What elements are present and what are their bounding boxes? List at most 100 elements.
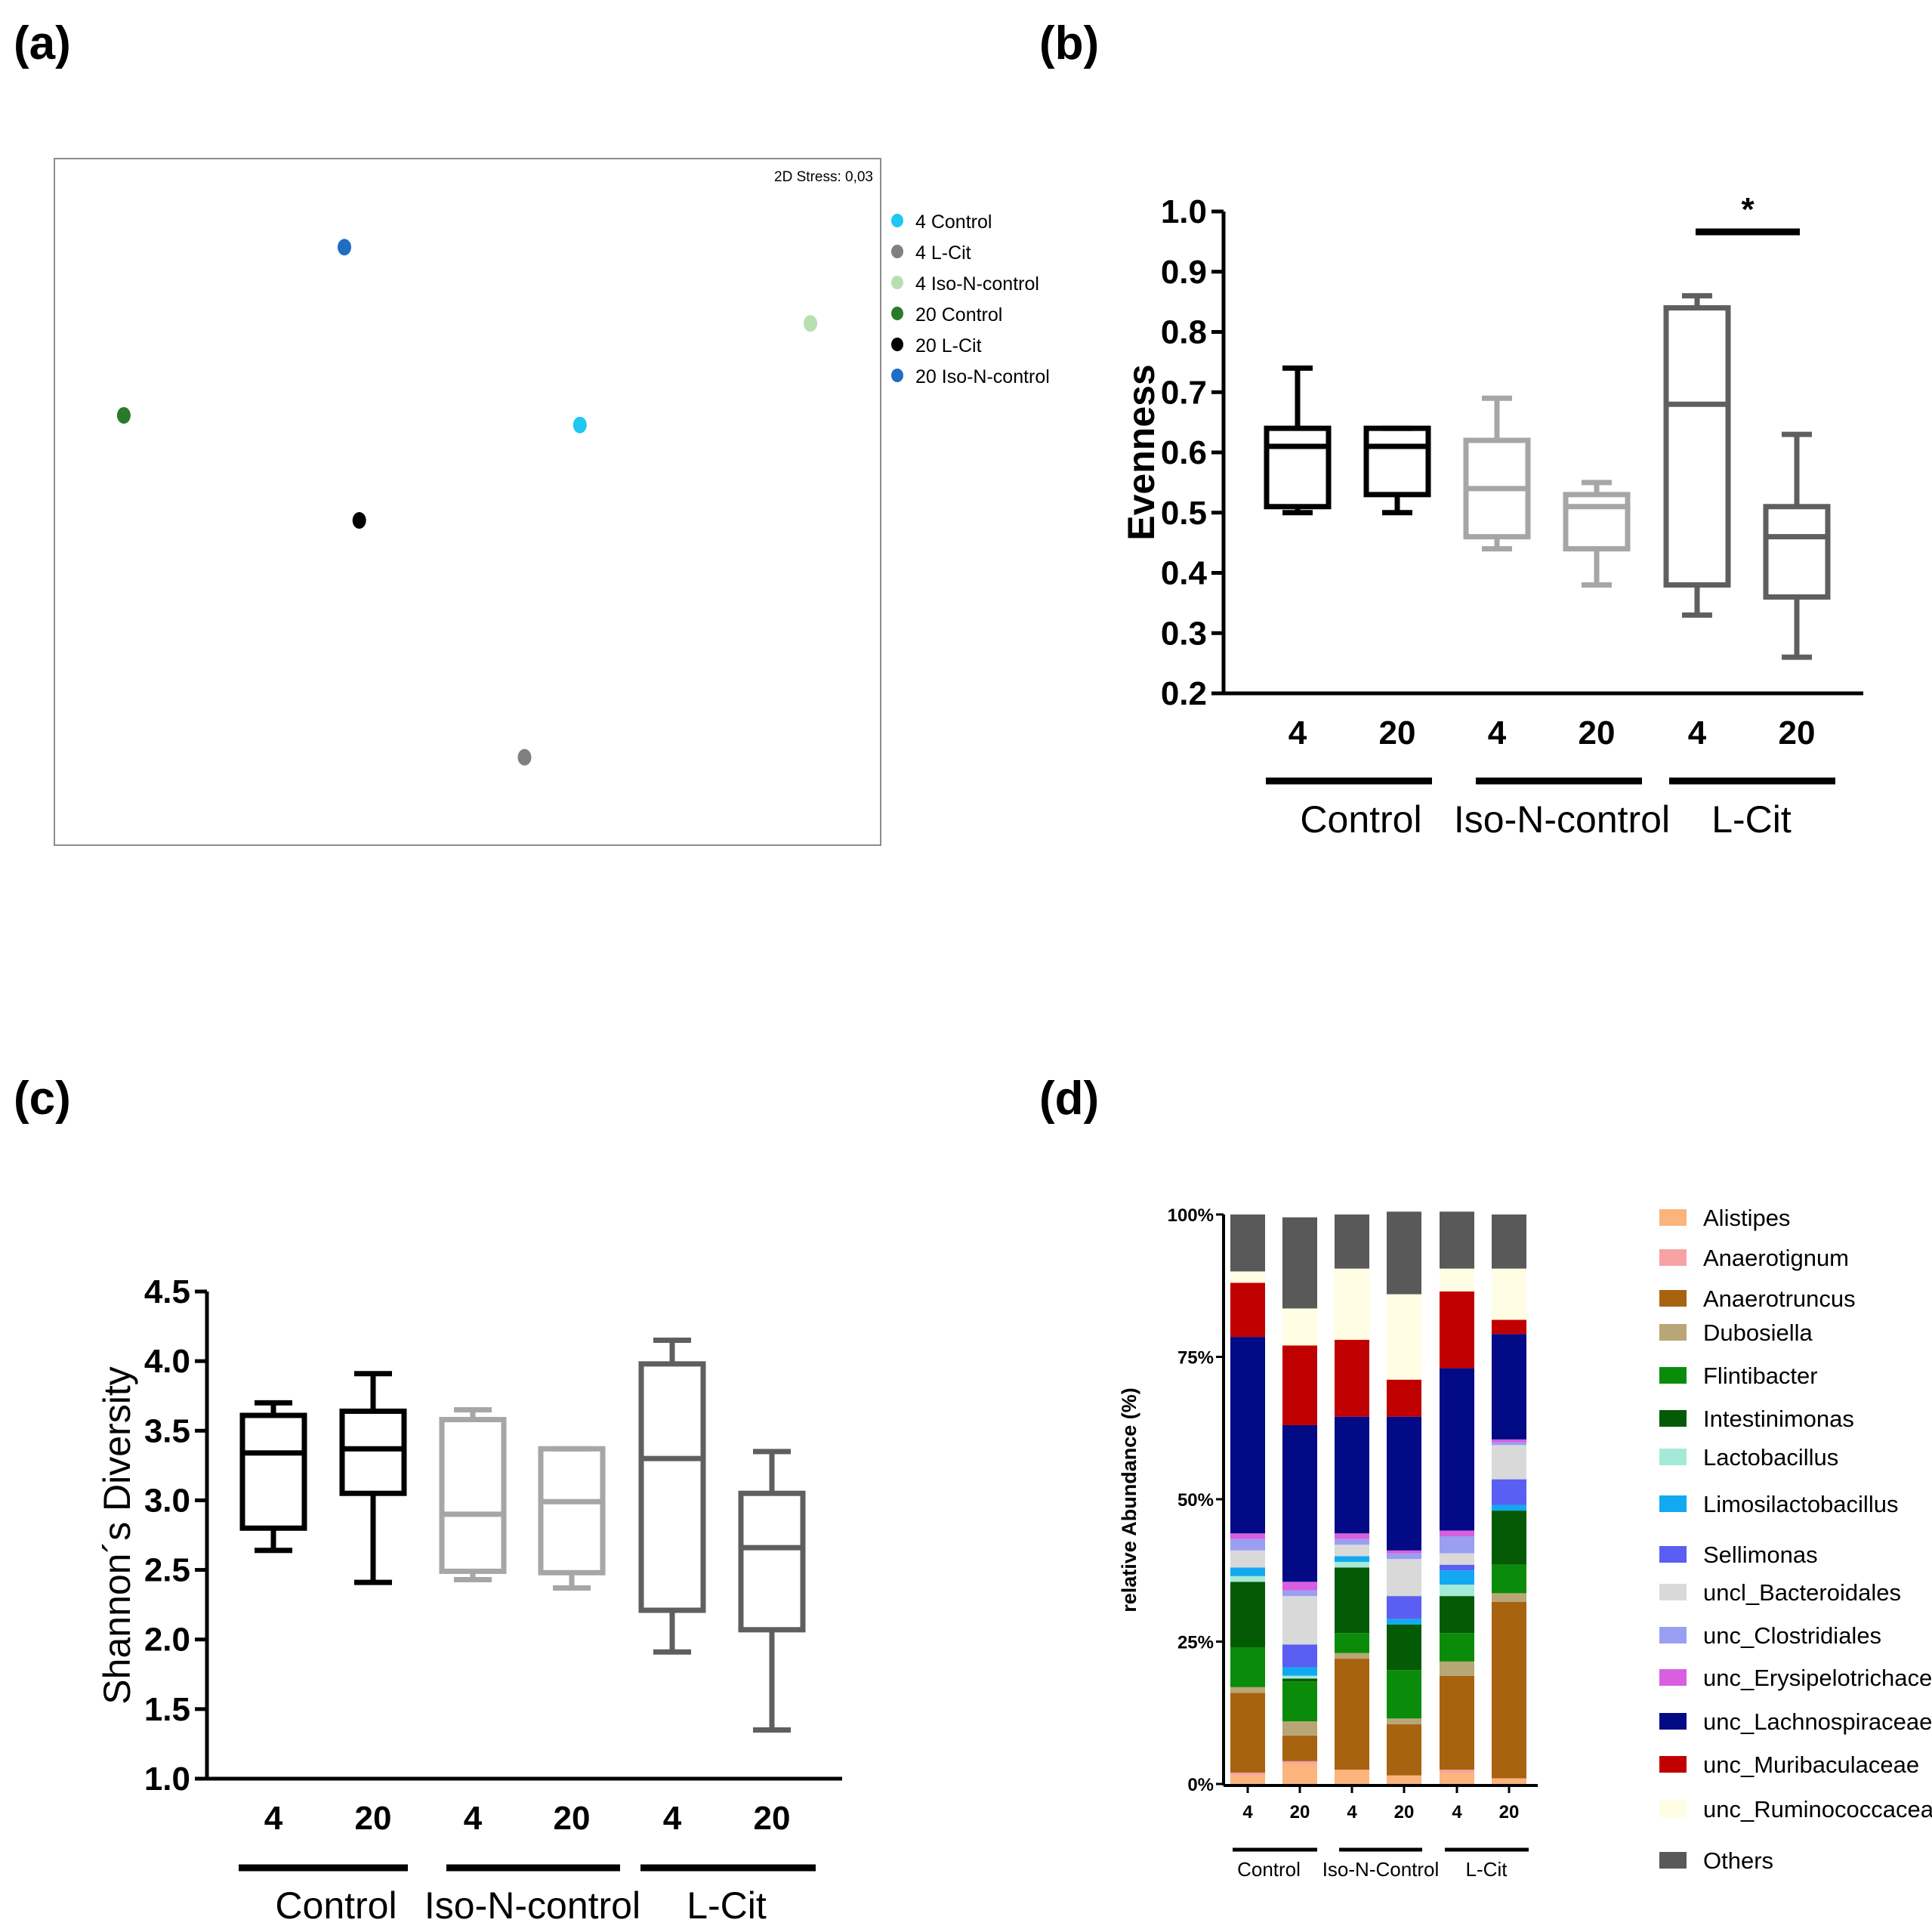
abundance-legend-label: Others: [1703, 1847, 1773, 1874]
abundance-bar-segment: [1335, 1533, 1369, 1539]
box-iqr: [1763, 504, 1831, 600]
abundance-bar-segment: [1230, 1567, 1265, 1576]
abundance-legend-swatch: [1659, 1449, 1687, 1465]
evenness-groups: Control Iso-N-control L-Cit: [1266, 777, 1835, 841]
abundance-bar-segment: [1440, 1570, 1474, 1585]
shannon-y-tick-label: 4.0: [144, 1343, 190, 1380]
abundance-bar-segment: [1230, 1772, 1265, 1776]
box-iqr: [1264, 425, 1332, 510]
evenness-x-tick-label: 20: [1579, 714, 1616, 752]
abundance-bar-segment: [1282, 1217, 1317, 1309]
abundance-bar-segment: [1282, 1424, 1317, 1582]
nmds-legend-marker: [891, 245, 903, 258]
abundance-bar-segment: [1335, 1416, 1369, 1534]
box-iqr: [1663, 305, 1731, 588]
abundance-bar-segment: [1492, 1511, 1526, 1565]
abundance-bar-segment: [1440, 1268, 1474, 1292]
abundance-legend-swatch: [1659, 1324, 1687, 1341]
shannon-y-label: Shannon´s Diversity: [96, 1366, 138, 1704]
evenness-x-tick-label: 4: [1488, 714, 1507, 752]
panel-a-label: (a): [14, 17, 71, 69]
evenness-x-tick-label: 4: [1688, 714, 1707, 752]
abundance-bar-segment: [1335, 1339, 1369, 1417]
abundance-bar-segment: [1282, 1596, 1317, 1645]
shannon-x-tick-label: 20: [355, 1800, 392, 1837]
shannon-x-tick-label: 20: [554, 1800, 591, 1837]
shannon-y-ticks: 1.0 1.5 2.0 2.5 3.0 3.5 4.0 4.5: [144, 1273, 207, 1798]
abundance-bars: [1230, 1211, 1526, 1784]
evenness-x-tick-label: 20: [1379, 714, 1416, 752]
nmds-point: [804, 315, 818, 332]
abundance-bar-segment: [1282, 1667, 1317, 1676]
shannon-x-tick-label: 4: [464, 1800, 483, 1837]
panel-c: (c) Shannon´s Diversity 1.0 1.5 2.0 2.5 3.0 3…: [14, 1072, 842, 1927]
abundance-bar-segment: [1440, 1530, 1474, 1537]
box-iqr: [239, 1412, 307, 1531]
abundance-bar-stack: [1492, 1214, 1526, 1784]
shannon-x-tick-label: 4: [663, 1800, 682, 1837]
abundance-bar-segment: [1335, 1268, 1369, 1340]
abundance-group-label: Iso-N-Control: [1322, 1858, 1440, 1881]
nmds-legend-marker: [891, 338, 903, 351]
shannon-groups: Control Iso-N-control L-Cit: [239, 1864, 816, 1927]
abundance-bar-segment: [1282, 1590, 1317, 1597]
abundance-bar-segment: [1492, 1439, 1526, 1443]
abundance-y-tick-label: 75%: [1177, 1348, 1214, 1369]
box-iqr: [738, 1490, 806, 1633]
nmds-legend: 4 Control 4 L-Cit 4 Iso-N-control 20 Contro…: [891, 211, 1050, 387]
abundance-groups: Control Iso-N-Control L-Cit: [1233, 1847, 1529, 1881]
abundance-bar-segment: [1492, 1593, 1526, 1602]
abundance-bar-stack: [1335, 1214, 1369, 1784]
abundance-legend-swatch: [1659, 1584, 1687, 1600]
abundance-bar-stack: [1387, 1211, 1421, 1784]
shannon-box: [439, 1407, 507, 1582]
abundance-bar-segment: [1230, 1533, 1265, 1539]
abundance-bar-segment: [1282, 1681, 1317, 1722]
evenness-y-tick-label: 0.4: [1161, 555, 1208, 592]
abundance-bar-segment: [1440, 1368, 1474, 1531]
nmds-legend-marker: [891, 276, 903, 289]
abundance-bar-segment: [1387, 1619, 1421, 1625]
evenness-x-tick-label: 20: [1779, 714, 1816, 752]
evenness-y-tick-label: 0.7: [1161, 374, 1207, 411]
box-iqr: [538, 1446, 606, 1576]
abundance-legend-label: unc_Ruminococcacea: [1703, 1796, 1932, 1822]
abundance-bar-stack: [1440, 1211, 1474, 1784]
abundance-bar-segment: [1440, 1553, 1474, 1565]
shannon-boxes: [239, 1338, 806, 1733]
abundance-bar-segment: [1440, 1772, 1474, 1784]
abundance-y-tick-label: 50%: [1177, 1490, 1214, 1511]
panel-c-label: (c): [14, 1072, 71, 1125]
nmds-points: [116, 239, 818, 766]
abundance-bar-segment: [1387, 1294, 1421, 1380]
shannon-group-label: L-Cit: [687, 1884, 767, 1927]
abundance-legend-label: unc_Erysipelotrichace: [1703, 1665, 1932, 1691]
evenness-y-tick-label: 0.3: [1161, 615, 1207, 652]
abundance-legend-swatch: [1659, 1546, 1687, 1563]
abundance-bar-segment: [1282, 1761, 1317, 1764]
abundance-bar-segment: [1492, 1214, 1526, 1269]
abundance-x-tick-label: 20: [1394, 1802, 1415, 1822]
significance-star: *: [1741, 191, 1755, 228]
shannon-box: [538, 1446, 606, 1591]
shannon-y-tick-label: 3.5: [144, 1412, 190, 1449]
abundance-legend-swatch: [1659, 1669, 1687, 1686]
nmds-point: [116, 406, 131, 424]
abundance-bar-segment: [1282, 1764, 1317, 1784]
abundance-legend-label: Intestinimonas: [1703, 1406, 1854, 1432]
evenness-y-tick-label: 1.0: [1161, 193, 1207, 230]
abundance-bar-segment: [1440, 1770, 1474, 1773]
evenness-y-tick-label: 0.8: [1161, 314, 1207, 351]
abundance-y-tick-label: 100%: [1168, 1205, 1214, 1226]
abundance-bar-segment: [1335, 1556, 1369, 1562]
abundance-y-ticks: 0% 25% 50% 75% 100%: [1168, 1205, 1224, 1795]
abundance-x-tick-label: 4: [1347, 1802, 1357, 1822]
abundance-bar-segment: [1282, 1735, 1317, 1761]
abundance-bar-segment: [1492, 1601, 1526, 1779]
abundance-legend-label: Limosilactobacillus: [1703, 1491, 1898, 1517]
abundance-bar-segment: [1335, 1561, 1369, 1568]
evenness-y-tick-label: 0.6: [1161, 434, 1207, 471]
abundance-bar-segment: [1282, 1678, 1317, 1682]
abundance-bar-segment: [1230, 1647, 1265, 1687]
